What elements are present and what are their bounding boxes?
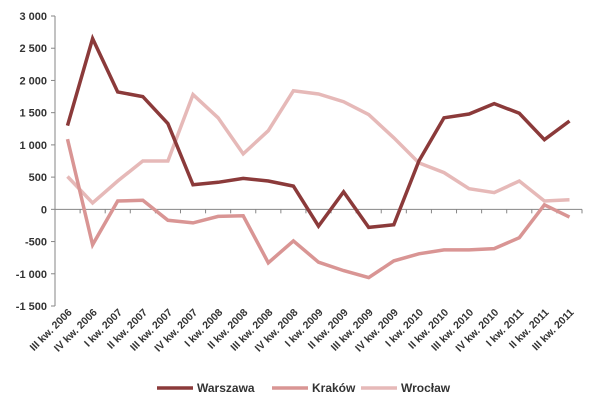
series-lines [65, 33, 571, 280]
y-axis: 3 000 2 500 2 000 1 500 1 000 500 0 -500 -1 000 -… [16, 11, 56, 313]
y-tick-label: 500 [29, 172, 47, 184]
series-line-warszawa [65, 33, 571, 230]
y-tick-label: -1 500 [16, 301, 47, 313]
y-tick-label: 3 000 [19, 11, 47, 23]
legend: Warszawa Kraków Wrocław [157, 381, 451, 395]
y-tick-label: 2 500 [19, 43, 47, 55]
y-tick-label: -1 000 [16, 269, 47, 281]
y-tick-label: 1 500 [19, 108, 47, 120]
legend-label: Kraków [312, 381, 356, 395]
legend-label: Warszawa [197, 381, 255, 395]
series-line-kraków [65, 138, 571, 280]
series-line-wrocław [66, 88, 570, 206]
y-tick-label: -500 [25, 237, 47, 249]
y-tick-label: 0 [41, 204, 47, 216]
legend-label: Wrocław [401, 381, 451, 395]
y-tick-label: 2 000 [19, 75, 47, 87]
y-tick-label: 1 000 [19, 140, 47, 152]
